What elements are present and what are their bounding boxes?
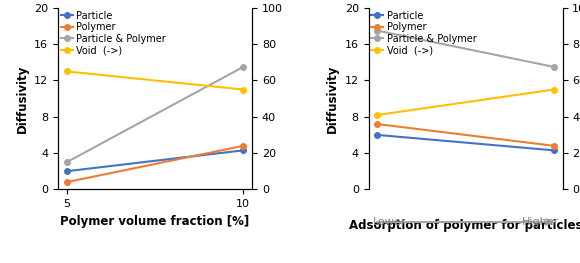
Y-axis label: Diffusivity: Diffusivity: [16, 64, 28, 133]
Text: Higher: Higher: [521, 217, 559, 227]
Y-axis label: Diffusivity: Diffusivity: [326, 64, 339, 133]
X-axis label: Polymer volume fraction [%]: Polymer volume fraction [%]: [60, 215, 249, 228]
X-axis label: Adsorption of polymer for particles: Adsorption of polymer for particles: [349, 219, 580, 232]
Legend: Particle, Polymer, Particle & Polymer, Void  (->): Particle, Polymer, Particle & Polymer, V…: [61, 11, 166, 55]
Text: Lower: Lower: [372, 217, 406, 227]
Legend: Particle, Polymer, Particle & Polymer, Void  (->): Particle, Polymer, Particle & Polymer, V…: [371, 11, 477, 55]
